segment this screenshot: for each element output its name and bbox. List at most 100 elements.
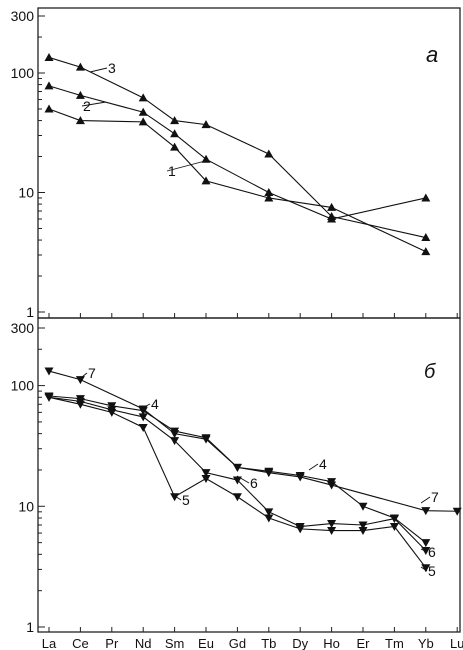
y-tick-label: 10: [18, 185, 34, 201]
annotation-label: 3: [108, 60, 116, 76]
x-tick-label: Eu: [198, 636, 214, 650]
annotation-label: 1: [168, 163, 176, 179]
annotation-label: 4: [151, 396, 159, 412]
data-point-5: [358, 527, 368, 536]
data-point-3: [75, 62, 85, 71]
x-axis: La Ce Pr Nd Sm Eu Gd Tb Dy Ho Er Tm Yb Lu: [42, 636, 463, 650]
data-point-2: [421, 193, 431, 202]
data-point-7: [44, 367, 54, 376]
panel-b: 1 10 100 300 б 4 4 5 5 6 6 7 7: [11, 317, 462, 635]
annotation-leader: [139, 403, 151, 410]
annotation-leader: [420, 566, 428, 572]
x-tick-label: Dy: [292, 636, 308, 650]
x-tick-label: Lu: [450, 636, 463, 650]
annotation-leader: [420, 548, 428, 553]
annotation-leader: [236, 475, 250, 484]
data-point-5: [232, 493, 242, 502]
data-point-7: [452, 507, 462, 516]
data-point-3: [327, 211, 337, 220]
data-point-2: [44, 81, 54, 90]
data-point-7: [295, 473, 305, 482]
y-tick-label: 1: [26, 304, 34, 320]
data-point-5: [389, 523, 399, 532]
data-point-6: [201, 469, 211, 478]
data-point-7: [232, 463, 242, 472]
data-point-4: [421, 539, 431, 548]
x-tick-label: Yb: [418, 636, 434, 650]
x-tick-label: Gd: [229, 636, 246, 650]
annotation-label: 2: [83, 98, 91, 114]
data-point-3: [264, 149, 274, 158]
x-tick-label: Tm: [385, 636, 404, 650]
y-tick-label: 100: [11, 378, 35, 394]
annotation-label: 7: [431, 489, 439, 505]
data-point-6: [138, 413, 148, 422]
x-tick-label: Sm: [165, 636, 185, 650]
y-tick-label: 100: [11, 65, 35, 81]
data-point-1: [264, 193, 274, 202]
data-point-2: [264, 188, 274, 197]
data-point-2: [201, 154, 211, 163]
data-point-4: [358, 502, 368, 511]
y-tick-label: 300: [11, 8, 35, 24]
y-tick-label: 1: [26, 619, 34, 635]
annotation-label: 4: [319, 456, 327, 472]
data-point-1: [44, 104, 54, 113]
annotation-leader: [308, 463, 319, 471]
data-point-7: [264, 469, 274, 478]
annotation-leader: [81, 372, 88, 378]
data-point-1: [170, 142, 180, 151]
data-point-1: [75, 116, 85, 125]
annotation-label: 6: [250, 475, 258, 491]
data-point-5: [201, 474, 211, 483]
annotation-leader: [420, 496, 431, 504]
annotation-leader: [166, 160, 206, 172]
data-point-4: [107, 402, 117, 411]
data-point-6: [389, 515, 399, 524]
series-line-2: [48, 85, 426, 220]
data-point-3: [138, 93, 148, 102]
x-tick-label: Ce: [72, 636, 89, 650]
data-point-5: [421, 564, 431, 573]
annotation-leader: [89, 67, 108, 73]
panel-frame: [37, 7, 461, 319]
annotation-label: 7: [88, 365, 96, 381]
x-tick-label: Ho: [323, 636, 340, 650]
annotation-label: 5: [182, 492, 190, 508]
data-point-6: [170, 437, 180, 446]
data-point-3: [421, 233, 431, 242]
x-tick-label: Pr: [105, 636, 119, 650]
panel-label: б: [424, 361, 436, 383]
data-point-2: [75, 90, 85, 99]
data-point-6: [327, 520, 337, 529]
x-tick-label: Nd: [135, 636, 152, 650]
x-tick-label: La: [42, 636, 57, 650]
panel-a: 1 10 100 300 a 1 2 3: [11, 7, 461, 320]
data-point-6: [44, 393, 54, 402]
series-line-6: [48, 396, 427, 551]
data-point-7: [75, 376, 85, 385]
data-point-6: [295, 523, 305, 532]
annotation-label: 6: [428, 544, 436, 560]
data-point-1: [138, 117, 148, 126]
y-tick-label: 10: [18, 498, 34, 514]
data-point-6: [358, 521, 368, 530]
data-point-2: [138, 107, 148, 116]
y-tick-label: 300: [11, 320, 35, 336]
x-tick-label: Tb: [261, 636, 276, 650]
data-point-7: [170, 430, 180, 439]
data-point-6: [264, 508, 274, 517]
annotation-leader: [81, 101, 107, 107]
series-line-1: [48, 108, 427, 253]
data-point-1: [327, 202, 337, 211]
data-point-5: [138, 423, 148, 432]
data-point-6: [232, 476, 242, 485]
data-point-3: [170, 116, 180, 125]
data-point-7: [421, 507, 431, 516]
data-point-6: [107, 406, 117, 415]
panel-frame: [37, 317, 461, 633]
data-point-3: [201, 120, 211, 129]
data-point-6: [75, 397, 85, 406]
x-tick-label: Er: [357, 636, 371, 650]
